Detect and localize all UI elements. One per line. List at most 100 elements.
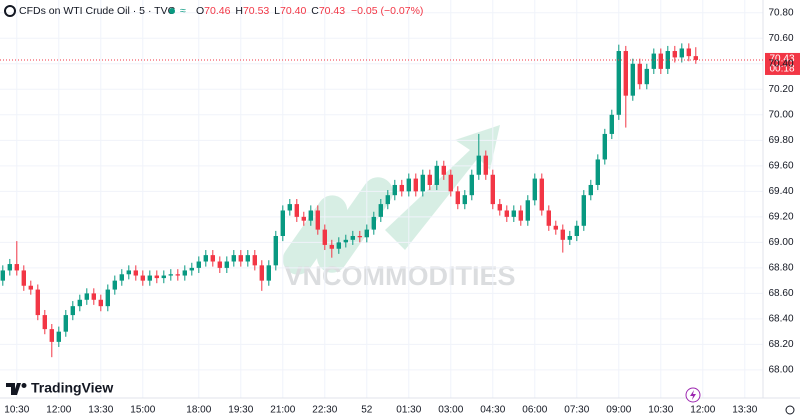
candle-body [273, 235, 278, 266]
candle-body [49, 329, 54, 342]
last-price-label: 70.43 [769, 54, 794, 65]
lightning-icon [690, 390, 696, 400]
candle-body [469, 174, 474, 196]
h-value: 70.53 [243, 5, 269, 17]
candle-body [686, 48, 691, 57]
watermark-bar [317, 177, 393, 273]
candle-body [161, 275, 166, 279]
candle-body [210, 255, 215, 262]
x-tick-label: 21:00 [270, 405, 295, 416]
candle-body [441, 165, 446, 175]
candle-body [42, 315, 47, 330]
candle-body [28, 285, 33, 290]
status-dot [169, 8, 175, 14]
l-value: 70.40 [280, 5, 306, 17]
x-tick-label: 09:00 [606, 405, 631, 416]
y-tick-label: 70.80 [768, 7, 793, 18]
watermark-text: VNCOMMODITIES [284, 261, 515, 291]
candle-body [693, 56, 698, 60]
candle-body [315, 210, 320, 230]
candle-body [336, 242, 341, 249]
candle-body [308, 210, 313, 221]
brand-logo [21, 383, 27, 388]
l-label: L [274, 5, 280, 17]
candle-body [658, 53, 663, 69]
status-icon: ≈ [180, 5, 186, 17]
candle-body [84, 293, 89, 300]
ohlc: O70.46 H70.53 L70.40 C70.43 −0.05 (−0.07… [196, 5, 423, 17]
o-value: 70.46 [204, 5, 230, 17]
y-tick-label: 69.20 [768, 211, 793, 222]
countdown: 00:18 [769, 64, 794, 75]
candles [0, 43, 698, 358]
candle-body [77, 299, 82, 307]
candle-body [266, 265, 271, 281]
candle-body [189, 267, 194, 271]
candle-body [672, 51, 677, 58]
x-tick-label: 10:30 [648, 405, 673, 416]
x-tick-label: 07:30 [564, 405, 589, 416]
y-tick-label: 70.00 [768, 109, 793, 120]
candle-body [35, 289, 40, 316]
candle-body [448, 174, 453, 192]
candle-body [595, 159, 600, 185]
y-tick-label: 69.80 [768, 135, 793, 146]
candle-body [476, 155, 481, 175]
candle-body [231, 255, 236, 262]
symbol-icon [4, 5, 16, 17]
x-tick-label: 22:30 [312, 405, 337, 416]
x-tick-label: 13:30 [732, 405, 757, 416]
candle-body [462, 195, 467, 205]
y-tick-label: 68.80 [768, 263, 793, 274]
y-tick-label: 69.00 [768, 237, 793, 248]
y-tick-label: 69.40 [768, 186, 793, 197]
symbol-title: CFDs on WTI Crude Oil · 5 · TVC [19, 5, 176, 17]
candle-body [63, 315, 68, 332]
candle-body [21, 270, 26, 286]
candle-body [651, 53, 656, 69]
x-tick-label: 04:30 [480, 405, 505, 416]
candle-body [630, 63, 635, 96]
watermark-arrow [385, 125, 500, 250]
candle-body [560, 229, 565, 240]
candle-body [154, 275, 159, 279]
x-tick-label: 13:30 [88, 405, 113, 416]
candle-body [406, 178, 411, 192]
candle-body [413, 178, 418, 192]
candle-body [504, 210, 509, 217]
candle-body [280, 210, 285, 236]
x-tick-label: 03:00 [438, 405, 463, 416]
candle-body [196, 261, 201, 268]
candle-body [147, 275, 152, 281]
y-tick-label: 69.60 [768, 160, 793, 171]
candle-body [126, 270, 131, 275]
brand-logo [6, 383, 21, 395]
candle-body [637, 63, 642, 85]
x-tick-label: 10:30 [4, 405, 29, 416]
candle-body [490, 174, 495, 205]
candle-body [175, 274, 180, 276]
candle-body [301, 216, 306, 221]
candle-body [623, 51, 628, 96]
candle-body [91, 293, 96, 300]
x-tick-label: 01:30 [396, 405, 421, 416]
candle-body [357, 235, 362, 238]
candle-body [497, 204, 502, 211]
settings-button[interactable] [785, 405, 795, 415]
candle-body [420, 174, 425, 192]
candle-body [525, 200, 530, 221]
change: −0.05 (−0.07%) [351, 5, 423, 17]
x-tick-label: 19:30 [228, 405, 253, 416]
candle-body [119, 274, 124, 281]
candle-body [518, 210, 523, 221]
c-label: C [311, 5, 319, 17]
y-tick-label: 70.40 [768, 58, 793, 69]
candle-body [434, 165, 439, 185]
x-tick-label: 52 [361, 405, 373, 416]
candle-body [322, 229, 327, 245]
candle-body [112, 280, 117, 290]
y-tick-label: 68.40 [768, 314, 793, 325]
candle-body [259, 265, 264, 281]
candle-body [378, 204, 383, 217]
